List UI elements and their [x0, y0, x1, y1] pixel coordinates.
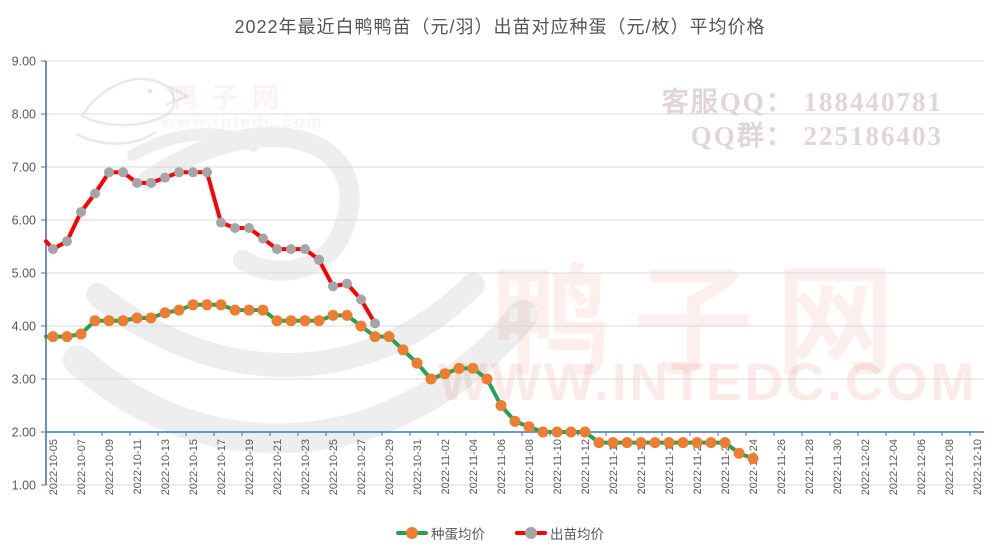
x-axis-tick-label: 2022-10-09 [104, 439, 116, 495]
x-axis-tick-label: 2022-11-08 [524, 439, 536, 494]
y-axis-tick-label: 9.00 [12, 55, 36, 69]
x-axis-tick-label: 2022-10-21 [272, 439, 284, 495]
x-axis-tick-label: 2022-12-10 [972, 439, 984, 495]
x-axis-tick-label: 2022-11-06 [496, 439, 508, 494]
y-axis [41, 60, 47, 486]
chart-title: 2022年最近白鸭鸭苗（元/羽）出苗对应种蛋（元/枚）平均价格 [234, 17, 766, 37]
x-axis-tick-label: 2022-10-31 [412, 439, 424, 495]
x-axis [45, 431, 984, 436]
legend-marker-duckling-icon [515, 527, 547, 539]
x-axis-tick-label: 2022-10-19 [244, 439, 256, 495]
y-axis-tick-label: 4.00 [12, 320, 36, 334]
x-axis-tick-label: 2022-11-18 [664, 439, 676, 494]
y-axis-tick-label: 3.00 [12, 373, 36, 387]
x-axis-tick-label: 2022-11-28 [804, 439, 816, 494]
x-axis-tick-label: 2022-10-29 [384, 439, 396, 495]
series-markers-duckling [48, 167, 380, 329]
x-axis-tick-label: 2022-11-30 [832, 439, 844, 494]
series-markers-egg [47, 299, 759, 464]
x-axis-tick-label: 2022-12-06 [916, 439, 928, 495]
series-line-egg [44, 302, 755, 461]
x-axis-tick-labels: 2022-10-05 2022-10-07 2022-10-09 2022-10-11… [48, 439, 984, 495]
x-axis-tick-label: 2022-10-11 [132, 439, 144, 494]
x-axis-tick-label: 2022-11-22 [720, 439, 732, 494]
x-axis-tick-label: 2022-12-08 [944, 439, 956, 495]
x-axis-tick-label: 2022-11-02 [440, 439, 452, 494]
y-axis-tick-label: 1.00 [12, 479, 36, 493]
legend-item-egg-price: 种蛋均价 [396, 523, 485, 543]
y-axis-tick-label: 5.00 [12, 267, 36, 281]
y-axis-tick-label: 6.00 [12, 214, 36, 228]
legend-marker-egg-icon [396, 527, 428, 539]
x-axis-tick-label: 2022-11-16 [636, 439, 648, 494]
x-axis-tick-label: 2022-12-02 [860, 439, 872, 495]
y-axis-tick-label: 7.00 [12, 161, 36, 175]
x-axis-tick-label: 2022-11-24 [748, 439, 760, 494]
x-axis-tick-label: 2022-11-10 [552, 439, 564, 494]
x-axis-tick-label: 2022-10-05 [48, 439, 60, 495]
x-axis-tick-label: 2022-11-04 [468, 439, 480, 494]
x-axis-tick-label: 2022-10-15 [188, 439, 200, 495]
x-axis-tick-label: 2022-11-26 [776, 439, 788, 494]
legend-label-duckling: 出苗均价 [550, 527, 604, 542]
x-axis-tick-label: 2022-10-25 [328, 439, 340, 495]
legend: 种蛋均价 出苗均价 [0, 523, 1000, 543]
x-axis-tick-label: 2022-10-23 [300, 439, 312, 495]
x-axis-tick-label: 2022-11-14 [608, 439, 620, 494]
x-axis-tick-label: 2022-10-17 [216, 439, 228, 495]
x-axis-tick-label: 2022-11-20 [692, 439, 704, 494]
x-axis-tick-label: 2022-11-12 [580, 439, 592, 494]
y-axis-tick-labels: 9.00 8.00 7.00 6.00 5.00 4.00 3.00 2.00 1.00 [12, 55, 36, 493]
legend-label-egg: 种蛋均价 [431, 527, 485, 542]
gridlines [46, 60, 984, 486]
x-axis-tick-label: 2022-10-27 [356, 439, 368, 495]
x-axis-tick-label: 2022-10-07 [76, 439, 88, 495]
legend-item-duckling-price: 出苗均价 [515, 523, 604, 543]
x-axis-tick-label: 2022-12-04 [888, 439, 900, 495]
y-axis-tick-label: 8.00 [12, 108, 36, 122]
x-axis-tick-label: 2022-10-13 [160, 439, 172, 495]
y-axis-tick-label: 2.00 [12, 426, 36, 440]
